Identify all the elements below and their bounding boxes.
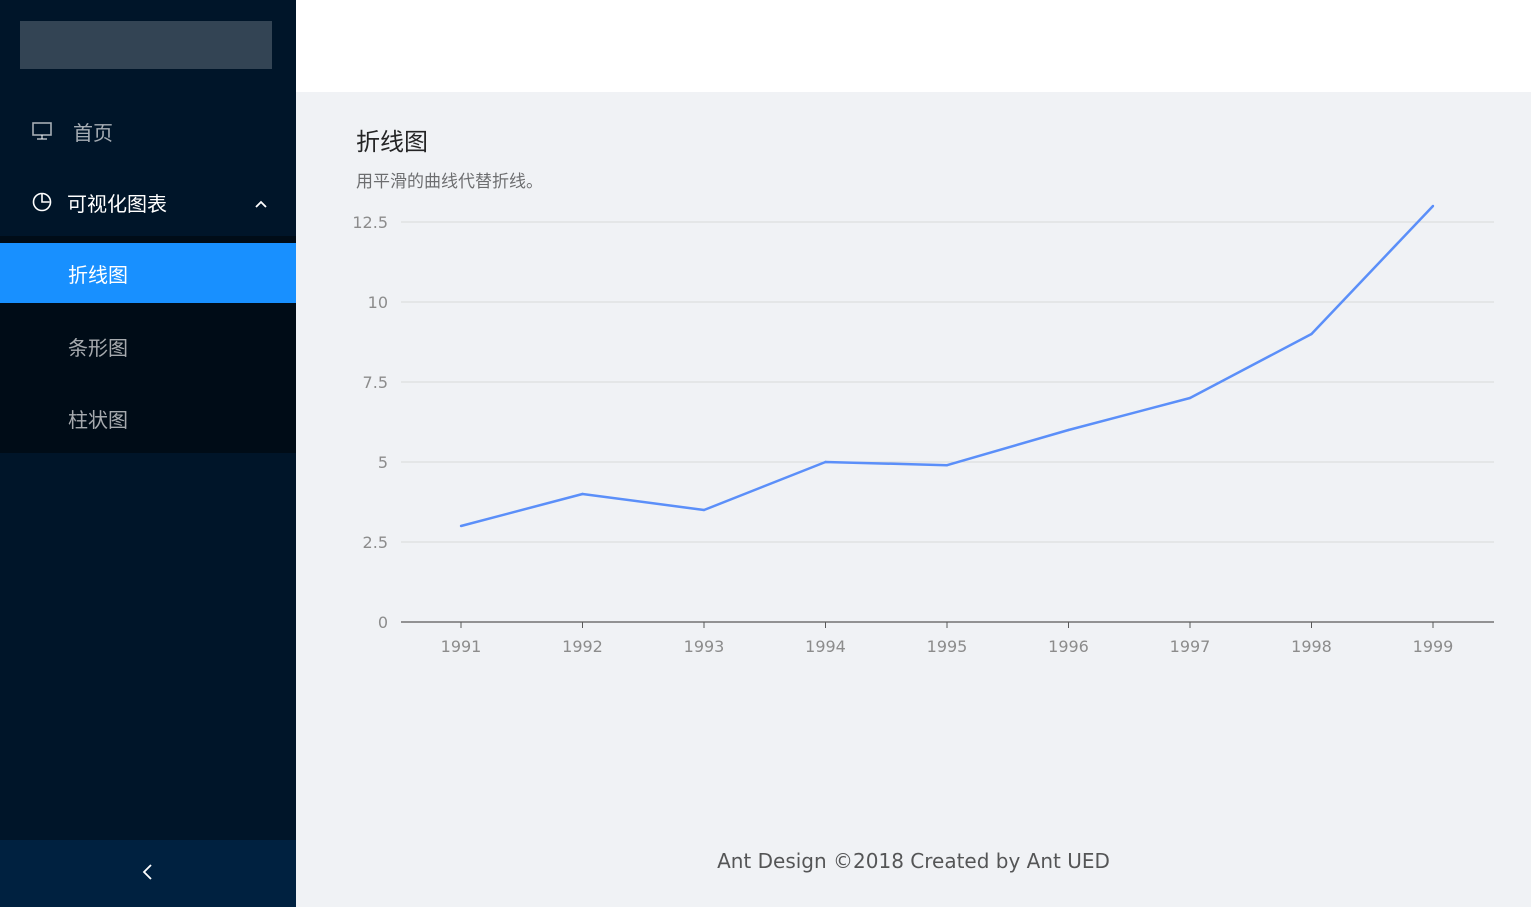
x-tick-label: 1994 (805, 637, 846, 656)
x-tick-label: 1996 (1048, 637, 1089, 656)
y-tick-label: 7.5 (363, 373, 388, 392)
line-chart: 0 2.5 5 7.5 10 12.5 1991 1992 1993 1994 1995 1996 19… (352, 204, 1494, 656)
footer-text: Ant Design ©2018 Created by Ant UED (717, 849, 1110, 873)
series-line (460, 205, 1434, 528)
data-point (1310, 332, 1313, 336)
y-tick-label: 2.5 (363, 533, 388, 552)
y-tick-label: 12.5 (352, 213, 388, 232)
data-point (1188, 396, 1192, 400)
data-point (1067, 428, 1070, 432)
menu-group-charts-label: 可视化图表 (67, 191, 167, 216)
x-tick-label: 1992 (562, 637, 603, 656)
submenu-item-bar-chart[interactable]: 条形图 (0, 316, 296, 376)
menu-item-home-label: 首页 (73, 120, 113, 145)
header (296, 0, 1531, 92)
main-content: 折线图 用平滑的曲线代替折线。 0 2.5 5 7.5 10 12.5 1991 1992 19… (296, 92, 1531, 907)
submenu-item-line-chart[interactable]: 折线图 (0, 243, 296, 303)
x-tick-label: 1998 (1291, 637, 1332, 656)
chevron-left-icon (140, 862, 156, 886)
x-tick-label: 1995 (927, 637, 968, 656)
x-tick-label: 1999 (1413, 637, 1454, 656)
submenu-item-label: 折线图 (68, 262, 128, 287)
x-tick-label: 1997 (1170, 637, 1211, 656)
submenu-item-label: 条形图 (68, 335, 128, 360)
sidebar-collapse-button[interactable] (0, 840, 296, 907)
menu-group-charts[interactable]: 可视化图表 (0, 178, 296, 226)
data-point (824, 460, 827, 464)
y-tick-label: 0 (378, 613, 388, 632)
x-tick-label: 1993 (684, 637, 725, 656)
sidebar: 首页 可视化图表 折线图 条形图 柱状图 (0, 0, 296, 907)
y-tick-label: 10 (368, 293, 388, 312)
data-point (702, 508, 706, 512)
data-point (945, 464, 949, 467)
desktop-icon (31, 120, 53, 142)
data-point (581, 492, 584, 496)
page-title: 折线图 (356, 128, 428, 156)
submenu-item-label: 柱状图 (68, 407, 128, 432)
chevron-up-icon (254, 192, 268, 208)
logo (20, 21, 272, 69)
page-description: 用平滑的曲线代替折线。 (356, 172, 543, 192)
data-point (1431, 204, 1435, 208)
y-tick-label: 5 (378, 453, 388, 472)
x-tick-label: 1991 (441, 637, 482, 656)
submenu-charts: 折线图 条形图 柱状图 (0, 236, 296, 453)
data-point (459, 524, 463, 528)
submenu-item-column-chart[interactable]: 柱状图 (0, 388, 296, 448)
menu-item-home[interactable]: 首页 (0, 107, 296, 155)
pie-chart-icon (31, 191, 53, 213)
